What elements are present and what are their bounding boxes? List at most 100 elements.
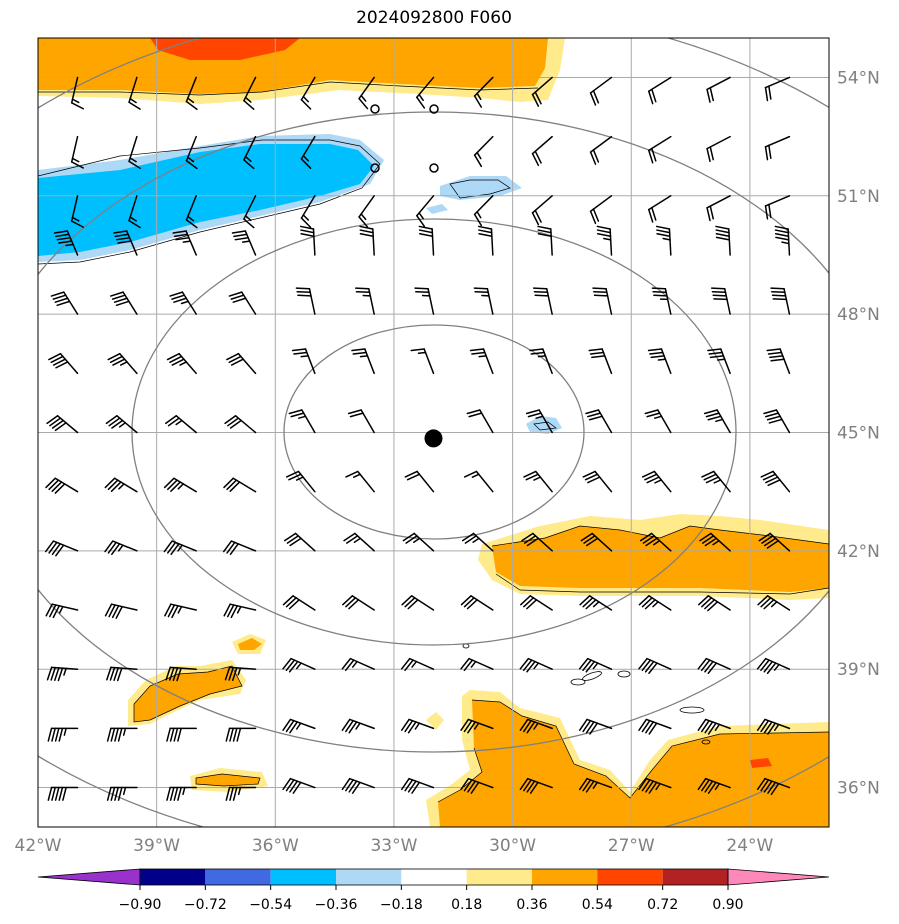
wind-barb <box>345 470 375 493</box>
wind-barb <box>756 657 791 675</box>
lon-tick-label: 42°W <box>15 836 62 856</box>
wind-barb <box>106 666 138 682</box>
lat-tick-label: 54°N <box>837 68 880 88</box>
wind-barb <box>282 777 316 794</box>
wind-barb <box>460 718 494 734</box>
wind-barb <box>402 532 435 552</box>
lon-tick-label: 33°W <box>370 836 417 856</box>
wind-barb <box>185 195 198 229</box>
wind-barb <box>698 595 731 612</box>
wind-barb <box>756 777 791 796</box>
wind-barb <box>647 348 672 375</box>
wind-barb <box>70 135 84 169</box>
wind-barb <box>756 718 791 735</box>
wind-barb <box>638 718 672 735</box>
wind-barb <box>641 470 672 493</box>
wind-barb <box>579 595 613 611</box>
wind-barb <box>295 287 316 315</box>
wind-barb <box>300 76 316 110</box>
negative-anomaly-regions <box>38 134 562 434</box>
wind-barb <box>163 477 197 493</box>
wind-barb <box>231 230 257 256</box>
wind-barb <box>477 225 494 256</box>
wind-barb <box>228 291 257 315</box>
small-contours <box>462 643 711 745</box>
wind-barb <box>128 135 141 170</box>
colorbar-segment <box>466 869 532 885</box>
wind-barb <box>47 727 79 742</box>
wind-barb <box>165 666 197 682</box>
wind-barb <box>531 135 553 167</box>
distance-rings <box>38 38 829 827</box>
wind-barb <box>473 76 494 108</box>
colorbar-level-label: −0.54 <box>249 897 292 913</box>
wind-barb <box>519 718 553 734</box>
wind-barb <box>343 532 375 552</box>
wind-barb <box>285 470 316 493</box>
wind-barb <box>758 532 791 552</box>
wind-barb <box>222 540 257 556</box>
wind-barb <box>764 135 791 161</box>
wind-barb <box>578 718 613 735</box>
lon-tick-label: 39°W <box>133 836 180 856</box>
wind-barb <box>525 409 553 434</box>
wind-barb <box>655 225 672 256</box>
wind-barb <box>706 195 731 222</box>
colorbar-segment <box>401 869 467 885</box>
wind-barb <box>70 76 84 110</box>
wind-barb <box>707 348 731 375</box>
wind-barb <box>46 415 79 434</box>
wind-barb <box>166 727 197 742</box>
wind-barb <box>648 195 672 223</box>
wind-barb <box>128 195 141 229</box>
wind-barb <box>473 287 494 315</box>
wind-barb <box>128 76 141 110</box>
wind-barb <box>537 225 553 256</box>
wind-barb <box>225 786 257 801</box>
colorbar-segment <box>140 869 206 885</box>
wind-barb <box>355 287 375 315</box>
colorbar-level-label: 0.36 <box>516 897 547 913</box>
colorbar-level-label: 0.90 <box>712 897 743 913</box>
wind-barb <box>644 409 672 434</box>
wind-barb <box>460 595 494 611</box>
lat-tick-label: 39°N <box>837 660 880 680</box>
wind-barb <box>299 225 316 256</box>
map-plot-area <box>38 38 829 827</box>
lon-tick-label: 24°W <box>726 836 773 856</box>
wind-barb <box>463 470 494 493</box>
lon-tick-label: 30°W <box>489 836 536 856</box>
wind-barb <box>578 657 613 673</box>
wind-barb <box>104 603 138 619</box>
colorbar-level-label: −0.36 <box>315 897 358 913</box>
wind-barb <box>45 477 79 494</box>
wind-barb <box>589 195 613 225</box>
wind-barb <box>50 291 79 315</box>
wind-barb <box>243 76 257 110</box>
wind-barb <box>185 76 198 111</box>
wind-barb <box>760 470 791 493</box>
wind-barb <box>243 195 257 229</box>
wind-barb <box>291 348 316 375</box>
wind-barb <box>460 777 494 794</box>
wind-barb <box>300 135 316 169</box>
wind-barb <box>533 287 553 315</box>
wind-barb <box>473 195 494 227</box>
colorbar-segment <box>270 869 336 885</box>
wind-barb <box>70 195 84 228</box>
wind-barb <box>169 291 197 315</box>
wind-barb <box>342 595 375 611</box>
wind-barb <box>648 135 672 164</box>
longitude-tick-labels: 42°W 39°W 36°W 33°W 30°W 27°W 24°W <box>15 836 774 856</box>
wind-barb <box>416 195 435 228</box>
wind-barb <box>706 76 731 103</box>
wind-barb <box>697 657 731 675</box>
wind-barb <box>531 76 553 107</box>
colorbar-extend-low <box>37 868 141 886</box>
wind-barb <box>226 352 257 375</box>
wind-barb <box>166 352 197 375</box>
wind-barb <box>648 76 672 105</box>
wind-barb <box>521 532 553 552</box>
wind-barb <box>106 786 138 801</box>
wind-barb <box>520 595 553 611</box>
